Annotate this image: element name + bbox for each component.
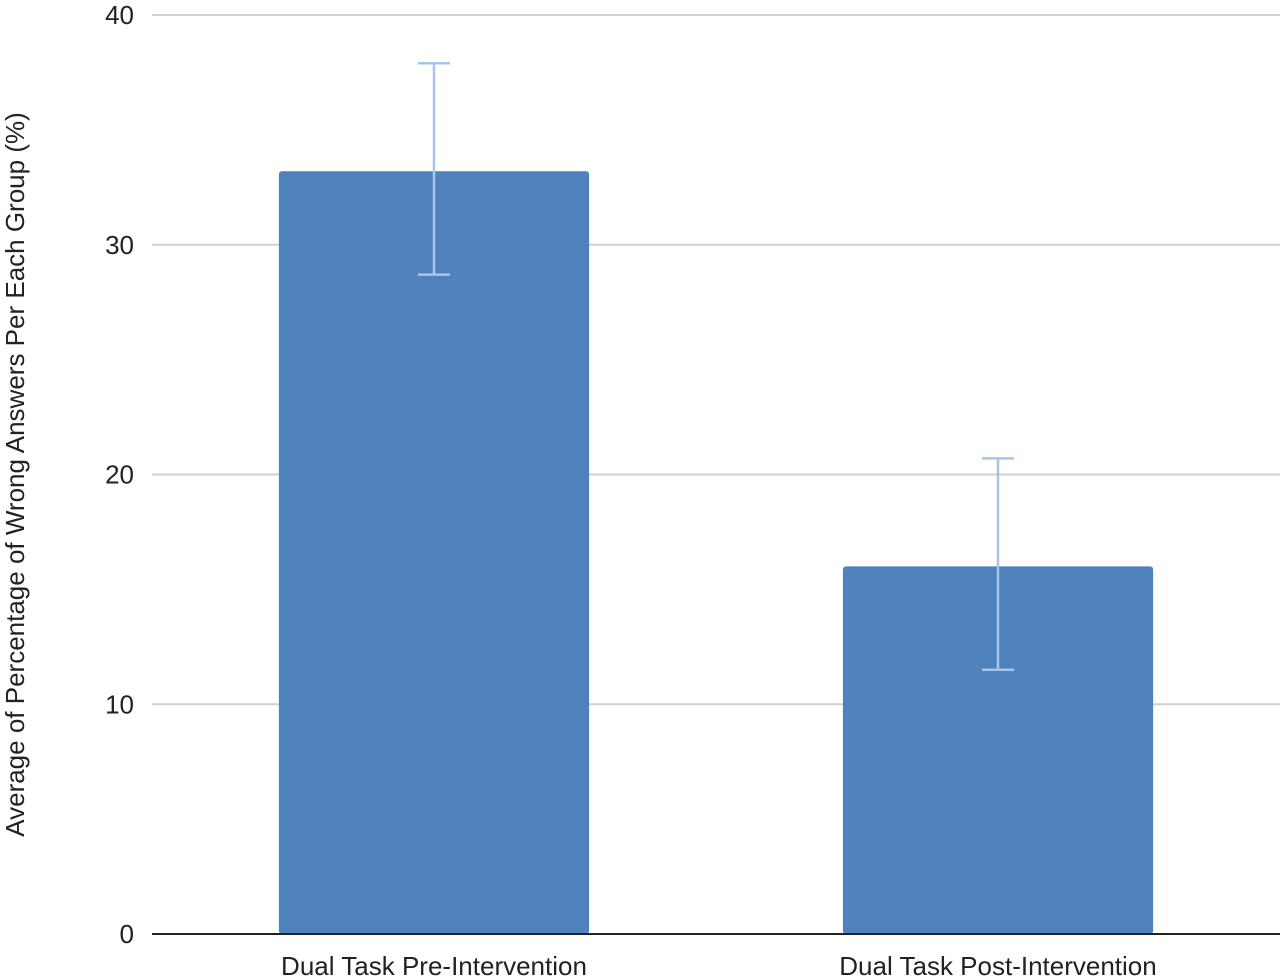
y-axis-title: Average of Percentage of Wrong Answers P… [0,112,30,837]
y-tick-label: 10 [105,689,134,719]
bars [278,171,1154,935]
y-tick-label: 20 [105,460,134,490]
x-category-labels: Dual Task Pre-Intervention Dual Task Post… [281,951,1157,980]
error-bars [418,61,1014,672]
bar-1 [278,171,590,935]
error-bar-1 [418,61,450,276]
x-category-label: Dual Task Post-Intervention [839,951,1156,980]
y-tick-label: 0 [120,919,134,949]
bar-2 [842,566,1154,934]
x-category-label: Dual Task Pre-Intervention [281,951,587,980]
y-tick-label: 40 [105,0,134,30]
y-tick-label: 30 [105,230,134,260]
y-tick-labels: 0 10 20 30 40 [105,0,134,949]
error-bar-2 [982,457,1014,672]
